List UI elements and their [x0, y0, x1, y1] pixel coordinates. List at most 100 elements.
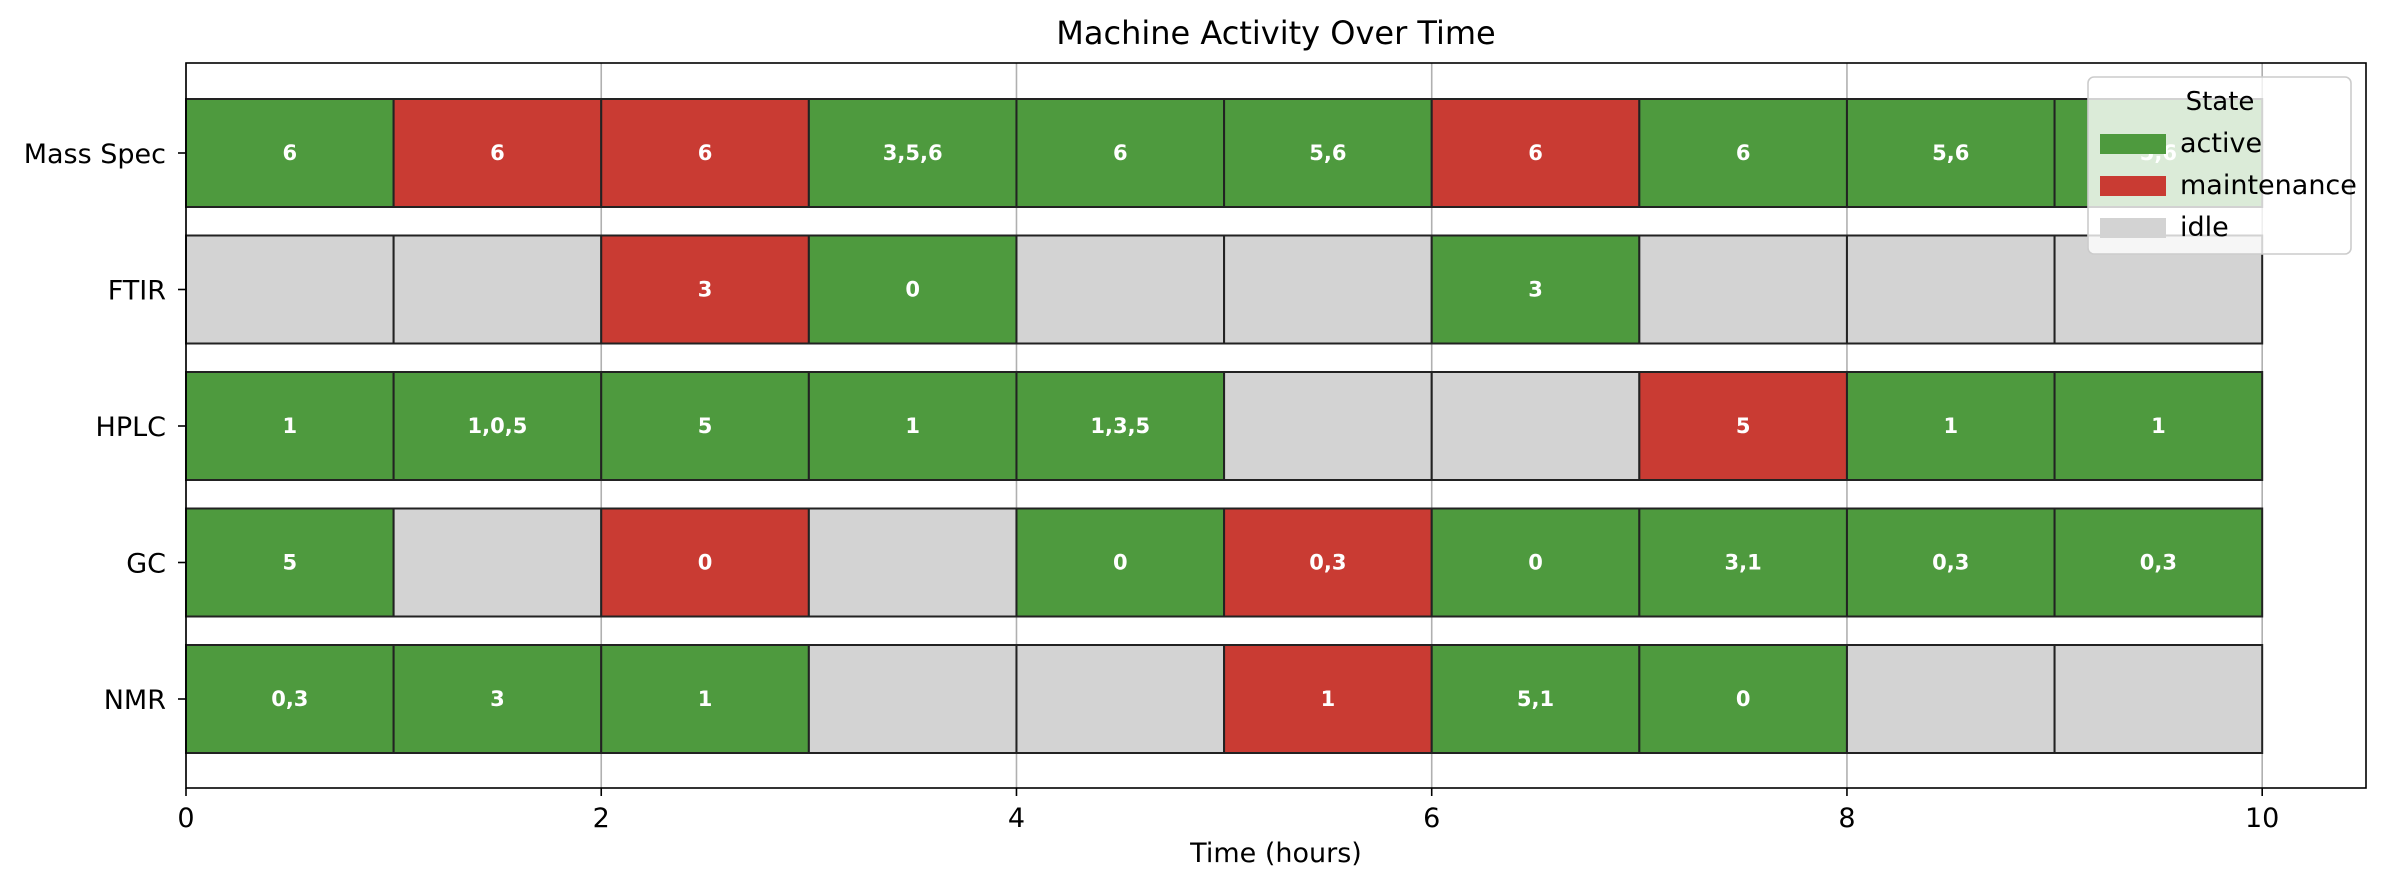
timeline-bar: [600, 234, 810, 345]
timeline-bar: [1638, 98, 1848, 208]
bar-label: 3,5,6: [883, 141, 943, 165]
timeline-bar: [1430, 507, 1641, 618]
timeline-bar: [1845, 234, 2056, 345]
timeline-bar: [1845, 644, 2056, 754]
x-tick-label: 0: [177, 803, 194, 834]
bars-group: [185, 98, 2264, 754]
timeline-bar: [1223, 234, 1433, 345]
bar-label: 5,6: [1932, 141, 1969, 165]
legend-title: State: [2186, 87, 2255, 117]
bar-label: 0,3: [271, 687, 308, 711]
timeline-bar: [2053, 507, 2264, 618]
y-tick-label: FTIR: [108, 276, 166, 307]
timeline-bar: [807, 98, 1018, 208]
bar-label: 0: [698, 551, 713, 575]
bar-label: 3: [698, 278, 713, 302]
bar-label: 5,6: [1309, 141, 1346, 165]
timeline-bar: [185, 98, 395, 208]
bar-label: 6: [1736, 141, 1751, 165]
x-tick-label: 8: [1838, 803, 1855, 834]
timeline-bar: [600, 371, 810, 481]
bar-label: 1,3,5: [1090, 414, 1150, 438]
bar-label: 1,0,5: [468, 414, 528, 438]
bar-label: 5,1: [1517, 687, 1554, 711]
bar-label: 0,3: [2140, 551, 2177, 575]
timeline-bar: [185, 371, 395, 481]
timeline-bar: [2053, 371, 2264, 481]
bar-label: 0: [1113, 551, 1128, 575]
timeline-bar: [1638, 507, 1848, 618]
legend-label-maintenance: maintenance: [2180, 170, 2357, 201]
timeline-bar: [2053, 644, 2264, 754]
timeline-bar: [185, 644, 395, 754]
timeline-bar: [1015, 98, 1226, 208]
y-tick-label: HPLC: [96, 412, 166, 443]
timeline-bar: [1223, 98, 1433, 208]
timeline-bar: [807, 507, 1018, 618]
legend-label-idle: idle: [2180, 212, 2229, 243]
timeline-bar: [1430, 98, 1641, 208]
bar-label: 5: [282, 551, 297, 575]
timeline-bar: [807, 371, 1018, 481]
timeline-bar: [600, 507, 810, 618]
timeline-bar: [807, 234, 1018, 345]
bar-label: 0: [1736, 687, 1751, 711]
timeline-bar: [1430, 234, 1641, 345]
legend-swatch-maintenance: [2100, 176, 2166, 196]
x-tick-label: 6: [1423, 803, 1440, 834]
bar-label: 1: [698, 687, 713, 711]
timeline-bar: [807, 644, 1018, 754]
timeline-bar: [600, 644, 810, 754]
timeline-bar: [392, 644, 603, 754]
timeline-bar: [1430, 371, 1641, 481]
timeline-bar: [1223, 644, 1433, 754]
legend-swatch-idle: [2100, 218, 2166, 238]
bar-label: 3: [490, 687, 505, 711]
bar-label: 3: [1528, 278, 1543, 302]
legend-box: [2087, 76, 2352, 255]
timeline-bar: [1015, 507, 1226, 618]
bar-label: 6: [1528, 141, 1543, 165]
y-tick-label: NMR: [104, 685, 166, 716]
legend-label-active: active: [2180, 128, 2262, 159]
legend-swatch-active: [2100, 134, 2166, 154]
timeline-bar: [1223, 371, 1433, 481]
timeline-bar: [1223, 507, 1433, 618]
bar-label: 1: [2151, 414, 2166, 438]
bar-label: 1: [282, 414, 297, 438]
bar-label: 6: [490, 141, 505, 165]
legend: State active maintenance idle: [2087, 76, 2357, 255]
x-tick-label: 2: [593, 803, 610, 834]
timeline-bar: [185, 507, 395, 618]
x-axis: 0 2 4 6 8 10: [177, 788, 2279, 834]
timeline-bar: [1430, 644, 1641, 754]
timeline-bar: [392, 507, 603, 618]
x-axis-label: Time (hours): [1189, 838, 1362, 869]
bar-label: 0: [1528, 551, 1543, 575]
bar-label: 6: [1113, 141, 1128, 165]
y-tick-label: Mass Spec: [24, 139, 166, 170]
timeline-bar: [1638, 234, 1848, 345]
bar-labels-group: 6663,5,665,6665,65,630311,0,5511,3,55115…: [271, 141, 2177, 711]
bar-label: 1: [1321, 687, 1336, 711]
y-axis: NMR GC HPLC FTIR Mass Spec: [24, 139, 186, 716]
bar-label: 5: [698, 414, 713, 438]
timeline-bar: [185, 234, 395, 345]
bar-label: 5: [1736, 414, 1751, 438]
x-tick-label: 4: [1008, 803, 1025, 834]
bar-label: 0: [905, 278, 920, 302]
bar-label: 1: [905, 414, 920, 438]
bar-label: 3,1: [1725, 551, 1762, 575]
timeline-bar: [1638, 371, 1848, 481]
bar-label: 6: [698, 141, 713, 165]
x-tick-label: 10: [2245, 803, 2279, 834]
timeline-bar: [392, 234, 603, 345]
bar-label: 0,3: [1932, 551, 1969, 575]
bar-label: 0,3: [1309, 551, 1346, 575]
timeline-bar: [1015, 644, 1226, 754]
timeline-bar: [1015, 234, 1226, 345]
bar-label: 1: [1943, 414, 1958, 438]
y-tick-label: GC: [126, 549, 166, 580]
